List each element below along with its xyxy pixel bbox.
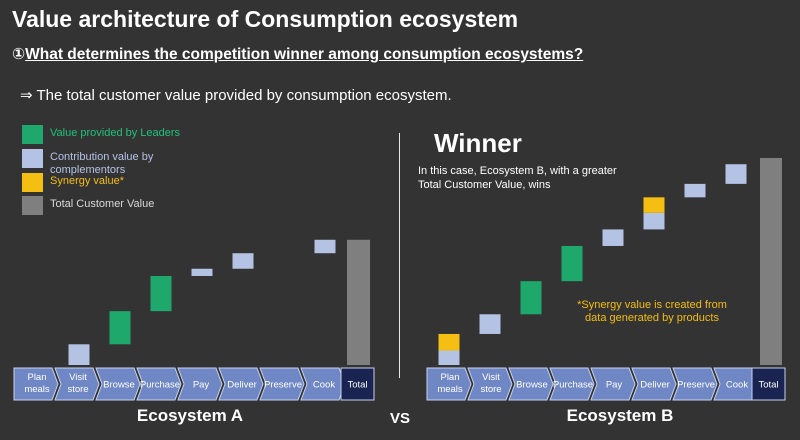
legend-item-total: Total Customer Value bbox=[22, 196, 154, 215]
legend-swatch-leaders bbox=[22, 125, 43, 144]
step-chevron-a-5 bbox=[218, 367, 264, 401]
legend-item-synergy: Synergy value* bbox=[22, 173, 124, 192]
legend-item-complementors: Contribution value by complementors bbox=[22, 149, 170, 177]
step-chevron-a-2 bbox=[95, 367, 141, 401]
legend-item-leaders: Value provided by Leaders bbox=[22, 125, 180, 144]
step-label-a-4: Pay bbox=[193, 380, 210, 391]
winner-heading: Winner bbox=[434, 128, 522, 158]
total-box-b bbox=[751, 367, 786, 401]
step-label-b-7: Cook bbox=[726, 380, 748, 391]
step-label-a-6: Preserve bbox=[264, 380, 302, 391]
step-label-b-4: Pay bbox=[606, 380, 623, 391]
page-title: Value architecture of Consumption ecosys… bbox=[12, 6, 519, 32]
question-text: What determines the competition winner a… bbox=[25, 46, 584, 63]
legend-swatch-total bbox=[22, 196, 43, 215]
step-label-a-2: Browse bbox=[103, 380, 135, 391]
bar-b-0-complementor bbox=[438, 350, 460, 365]
step-chevron-b-1 bbox=[467, 367, 513, 401]
legend-label-leaders: Value provided by Leaders bbox=[50, 127, 181, 139]
bar-a-3-leader bbox=[150, 275, 172, 312]
step-chevron-a-6 bbox=[259, 367, 305, 401]
total-bar-b bbox=[760, 158, 782, 365]
step-label-a-0: Plan meals bbox=[24, 372, 50, 395]
winner-note: In this case, Ecosystem B, with a greate… bbox=[418, 165, 617, 191]
total-label-a: Total bbox=[347, 380, 367, 391]
bar-a-5-complementor bbox=[232, 253, 254, 269]
ecosystem-a-label: Ecosystem A bbox=[136, 406, 244, 425]
step-label-a-5: Deliver bbox=[227, 380, 257, 391]
step-chevron-a-1 bbox=[54, 367, 100, 401]
bar-a-2-leader bbox=[109, 311, 131, 345]
total-bar-a bbox=[347, 239, 370, 365]
step-label-a-3: Purchase bbox=[140, 380, 180, 391]
bar-a-1-complementor bbox=[68, 344, 90, 365]
vs-label: VS bbox=[389, 410, 410, 427]
bar-b-2-leader bbox=[520, 281, 542, 315]
bar-a-4-complementor bbox=[191, 268, 213, 276]
legend-swatch-synergy bbox=[22, 173, 43, 192]
step-chevron-a-0 bbox=[13, 367, 59, 401]
total-label-b: Total bbox=[758, 380, 778, 391]
total-box-a bbox=[340, 367, 375, 401]
bar-b-1-complementor bbox=[479, 314, 501, 334]
step-chevron-a-7 bbox=[300, 367, 346, 401]
question-heading: ①What determines the competition winner … bbox=[12, 45, 583, 64]
step-chevron-b-2 bbox=[508, 367, 554, 401]
ecosystem-b-label: Ecosystem B bbox=[566, 406, 674, 425]
bar-b-4-complementor bbox=[602, 229, 624, 246]
bar-b-3-leader bbox=[561, 245, 583, 282]
step-label-b-6: Preserve bbox=[677, 380, 715, 391]
step-label-a-1: Visit store bbox=[67, 372, 88, 395]
step-chevron-b-4 bbox=[590, 367, 636, 401]
legend-label-complementors: Contribution value by complementors bbox=[50, 151, 154, 176]
bar-b-0-synergy bbox=[438, 333, 460, 351]
step-chevron-a-3 bbox=[136, 367, 182, 401]
bar-b-5-synergy bbox=[643, 197, 665, 213]
step-chevron-a-4 bbox=[177, 367, 223, 401]
bar-a-7-complementor bbox=[314, 239, 336, 254]
divider-line bbox=[399, 133, 400, 378]
synergy-footnote: *Synergy value is created from data gene… bbox=[577, 299, 727, 324]
bar-b-6-complementor bbox=[684, 183, 706, 198]
bar-b-7-complementor bbox=[725, 164, 747, 184]
bar-b-5-complementor bbox=[643, 212, 665, 230]
step-label-b-0: Plan meals bbox=[437, 372, 463, 395]
answer-text: ⇒ The total customer value provided by c… bbox=[20, 87, 452, 104]
step-label-b-2: Browse bbox=[516, 380, 548, 391]
step-label-b-1: Visit store bbox=[480, 372, 501, 395]
legend-swatch-complementors bbox=[22, 149, 43, 168]
step-chevron-b-5 bbox=[631, 367, 677, 401]
step-chevron-b-6 bbox=[672, 367, 718, 401]
step-chevron-b-0 bbox=[426, 367, 472, 401]
legend-label-synergy: Synergy value* bbox=[50, 175, 124, 187]
step-label-b-5: Deliver bbox=[640, 380, 670, 391]
question-number: ① bbox=[12, 46, 26, 63]
step-chevron-b-3 bbox=[549, 367, 595, 401]
step-label-a-7: Cook bbox=[313, 380, 335, 391]
legend-label-total: Total Customer Value bbox=[50, 198, 155, 210]
step-label-b-3: Purchase bbox=[553, 380, 593, 391]
